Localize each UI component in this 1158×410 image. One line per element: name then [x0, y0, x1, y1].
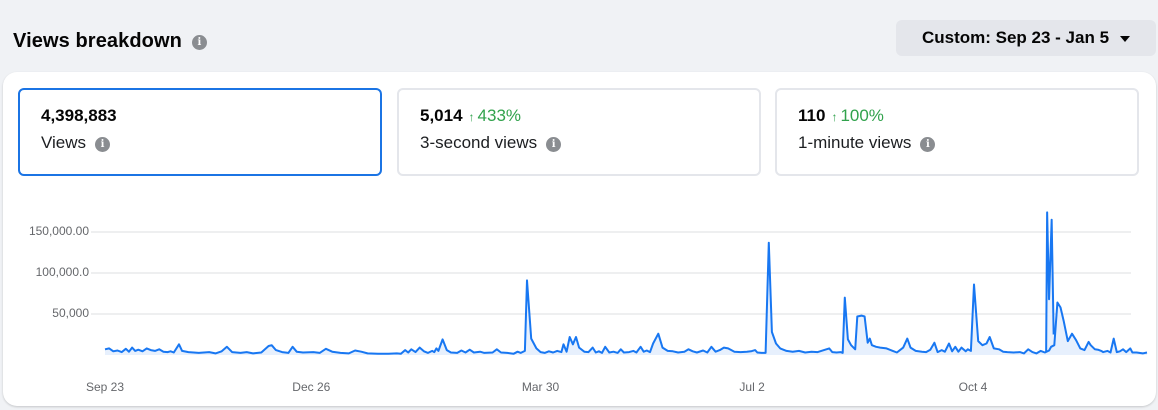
arrow-up-icon: ↑	[831, 110, 838, 124]
metric-value-row: 5,014 ↑ 433%	[420, 106, 521, 126]
date-range-dropdown[interactable]: Custom: Sep 23 - Jan 5	[896, 20, 1156, 56]
page-title: Views breakdown i	[13, 30, 207, 53]
views-breakdown-panel: 4,398,883 Views i 5,014 ↑ 433% 3-second …	[3, 72, 1156, 406]
x-tick-label: Oct 4	[958, 380, 988, 394]
metric-delta-value: 433%	[477, 106, 522, 125]
y-tick-label: 150,000.00	[28, 224, 89, 238]
series-line[interactable]	[104, 241, 1148, 355]
x-tick-label: Dec 26	[292, 380, 331, 394]
x-tick-label: Sep 23	[85, 380, 125, 394]
metric-label: Views	[41, 133, 87, 152]
page-title-text: Views breakdown	[13, 30, 182, 52]
metric-value: 4,398,883	[41, 106, 117, 125]
chart-plot-area[interactable]	[3, 202, 1156, 406]
metric-value-row: 4,398,883	[41, 106, 117, 126]
series-line-spike	[1045, 211, 1055, 353]
metric-label-row: Views i	[41, 133, 111, 153]
metric-card-views[interactable]: 4,398,883 Views i	[18, 88, 382, 176]
metric-value: 110	[798, 106, 826, 125]
metric-value: 5,014	[420, 106, 463, 125]
metric-delta: ↑ 433%	[469, 106, 521, 126]
metric-card-3-second-views[interactable]: 5,014 ↑ 433% 3-second views i	[397, 88, 761, 176]
info-icon[interactable]: i	[95, 137, 111, 152]
x-tick-label: Mar 30	[521, 380, 560, 394]
y-tick-label: 50,000	[52, 306, 89, 320]
arrow-up-icon: ↑	[468, 110, 475, 124]
metric-delta: ↑ 100%	[831, 106, 883, 126]
page-header: Views breakdown i Custom: Sep 23 - Jan 5	[0, 0, 1158, 72]
views-line-chart[interactable]: 150,000.00 100,000.0 50,000 Sep 23 Dec 26 Ma…	[3, 202, 1156, 406]
metric-delta-value: 100%	[840, 106, 884, 125]
date-range-label: Custom: Sep 23 - Jan 5	[921, 28, 1110, 47]
x-tick-label: Jul 2	[739, 380, 765, 394]
info-icon[interactable]: i	[920, 137, 936, 152]
y-tick-label: 100,000.0	[35, 265, 89, 279]
metric-label-row: 3-second views i	[420, 133, 562, 153]
info-icon[interactable]: i	[546, 137, 562, 152]
metric-label-row: 1-minute views i	[798, 133, 936, 153]
info-icon[interactable]: i	[191, 35, 207, 50]
metric-card-1-minute-views[interactable]: 110 ↑ 100% 1-minute views i	[775, 88, 1139, 176]
metric-label: 3-second views	[420, 133, 538, 152]
metric-value-row: 110 ↑ 100%	[798, 106, 884, 126]
metric-label: 1-minute views	[798, 133, 912, 152]
caret-down-icon	[1120, 36, 1131, 42]
